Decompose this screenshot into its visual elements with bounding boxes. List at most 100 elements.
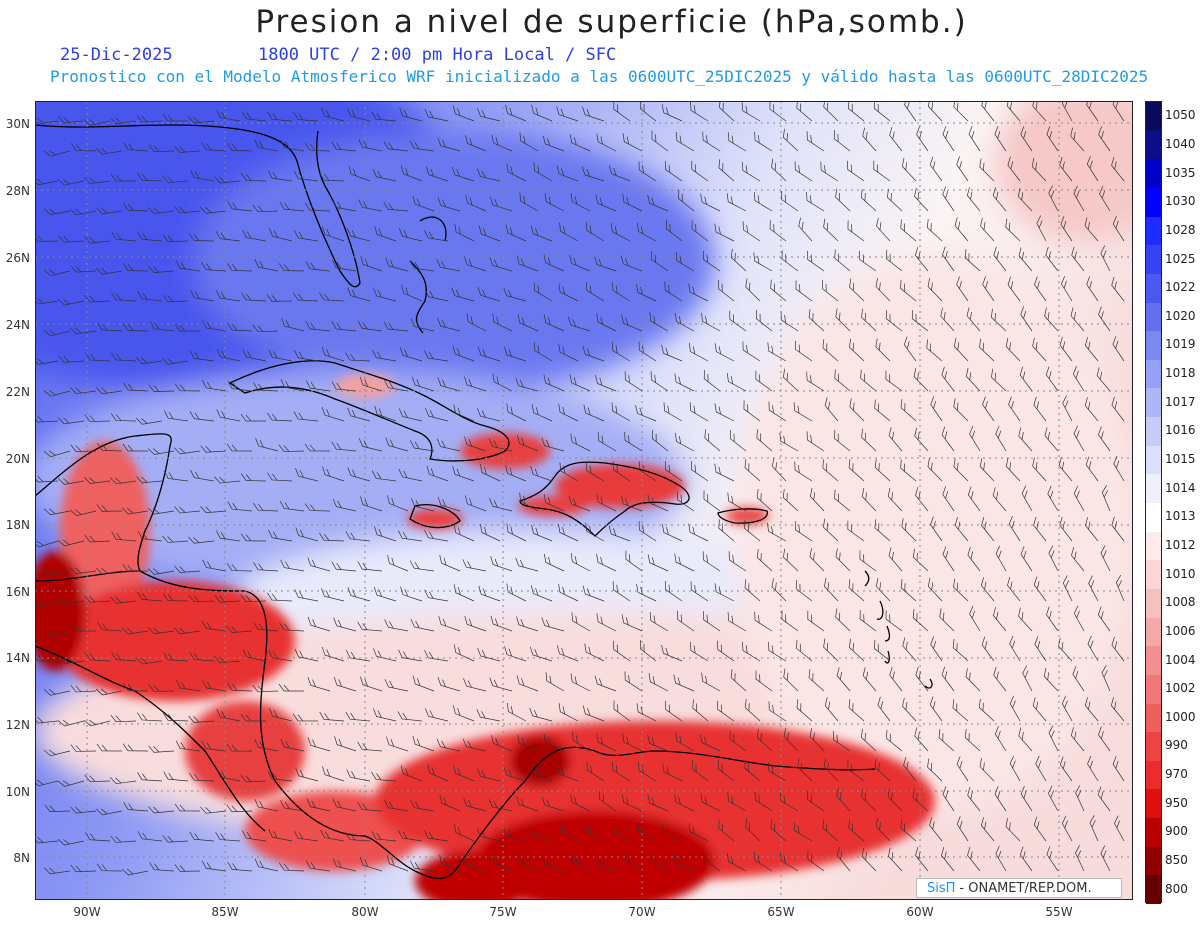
wind-barb	[163, 771, 189, 782]
wind-barb	[1085, 517, 1099, 542]
wind-barb	[357, 320, 383, 332]
wind-barb	[515, 377, 539, 392]
wind-barb	[227, 501, 253, 512]
wind-barb	[1100, 845, 1111, 872]
wind-barb	[505, 224, 527, 242]
wind-barb	[769, 101, 787, 122]
wind-barb	[995, 545, 1007, 572]
wind-barb	[137, 172, 163, 182]
wind-barb	[1059, 336, 1073, 362]
wind-barb	[982, 276, 995, 302]
wind-barb	[559, 822, 579, 842]
wind-barb	[398, 468, 423, 482]
wind-barb	[451, 166, 475, 182]
wind-barb	[1033, 516, 1047, 542]
wind-barb	[834, 489, 851, 512]
wind-barb	[333, 676, 357, 692]
wind-barb	[994, 726, 1007, 752]
wind-barb	[424, 529, 449, 542]
wind-barb	[726, 852, 747, 872]
wind-barb	[201, 740, 227, 752]
wind-barb	[745, 818, 761, 842]
wind-barb	[809, 487, 825, 512]
wind-barb	[1071, 547, 1085, 572]
wind-barb	[372, 708, 397, 722]
wind-barb	[1086, 276, 1099, 302]
wind-barb	[916, 126, 929, 152]
wind-barb	[969, 425, 981, 452]
colorbar-label: 1028	[1165, 222, 1196, 237]
wind-barb	[542, 856, 565, 872]
wind-barb	[334, 736, 357, 752]
wind-barb	[70, 143, 97, 152]
wind-barb	[307, 737, 331, 752]
wind-barb	[678, 189, 695, 212]
wind-barb	[639, 640, 657, 662]
wind-barb	[398, 649, 423, 662]
wind-barb	[875, 278, 891, 302]
wind-barb	[700, 193, 721, 212]
wind-barb	[956, 276, 969, 302]
wind-barb	[610, 823, 631, 842]
wind-barb	[755, 670, 773, 692]
wind-barb	[452, 705, 475, 722]
wind-barb	[216, 709, 241, 722]
lat-label: 30N	[5, 117, 30, 131]
colorbar-label: 1030	[1165, 194, 1196, 209]
wind-barb	[122, 323, 149, 332]
wind-barb	[1047, 785, 1059, 812]
wind-barb	[966, 307, 981, 332]
wind-barb	[57, 598, 85, 605]
wind-barb	[464, 495, 487, 512]
wind-barb	[622, 193, 643, 212]
wind-barb	[399, 107, 423, 122]
wind-barb	[397, 711, 423, 722]
wind-barb	[488, 438, 513, 452]
wind-barb	[1005, 818, 1021, 842]
wind-barb	[529, 646, 553, 662]
wind-barb	[664, 281, 683, 302]
colorbar-swatch	[1146, 560, 1161, 590]
wind-barb	[1061, 275, 1073, 302]
wind-barb	[384, 799, 409, 812]
wind-barb	[677, 610, 695, 632]
wind-barb	[714, 463, 735, 482]
wind-barb	[1046, 606, 1059, 632]
wind-barb	[332, 260, 357, 272]
wind-barb	[95, 567, 123, 575]
wind-barb	[980, 217, 995, 242]
credit-box: SisΠ - ONAMET/REP.DOM.	[916, 878, 1122, 898]
colorbar-label: 970	[1165, 767, 1188, 782]
colorbar-label: 800	[1165, 881, 1188, 896]
wind-barb	[530, 585, 553, 602]
wind-barb	[954, 217, 969, 242]
wind-barb	[452, 345, 475, 362]
wind-barb	[782, 488, 799, 512]
wind-barb	[610, 223, 631, 242]
wind-barb	[674, 793, 695, 812]
wind-barb	[148, 806, 175, 814]
wind-barb	[492, 313, 513, 332]
wind-barb	[226, 625, 253, 634]
wind-barb	[121, 868, 149, 876]
wind-barb	[480, 463, 501, 482]
wind-barb	[647, 494, 669, 512]
wind-barb	[847, 520, 865, 542]
wind-barb	[280, 800, 305, 812]
colorbar-swatch	[1146, 646, 1161, 676]
wind-barb	[675, 252, 695, 272]
wind-barb	[122, 263, 149, 272]
wind-barb	[874, 458, 891, 482]
wind-barb	[569, 134, 591, 152]
wind-barb	[84, 295, 111, 303]
wind-barb	[1032, 101, 1047, 122]
wind-barb	[889, 666, 903, 692]
wind-barb	[823, 758, 839, 782]
wind-barb	[690, 581, 709, 602]
wind-barb	[717, 279, 735, 302]
wind-barb	[688, 823, 709, 842]
wind-barb	[320, 588, 345, 602]
wind-barb	[848, 579, 865, 602]
wind-barb	[727, 132, 747, 152]
wind-barb	[437, 137, 461, 152]
